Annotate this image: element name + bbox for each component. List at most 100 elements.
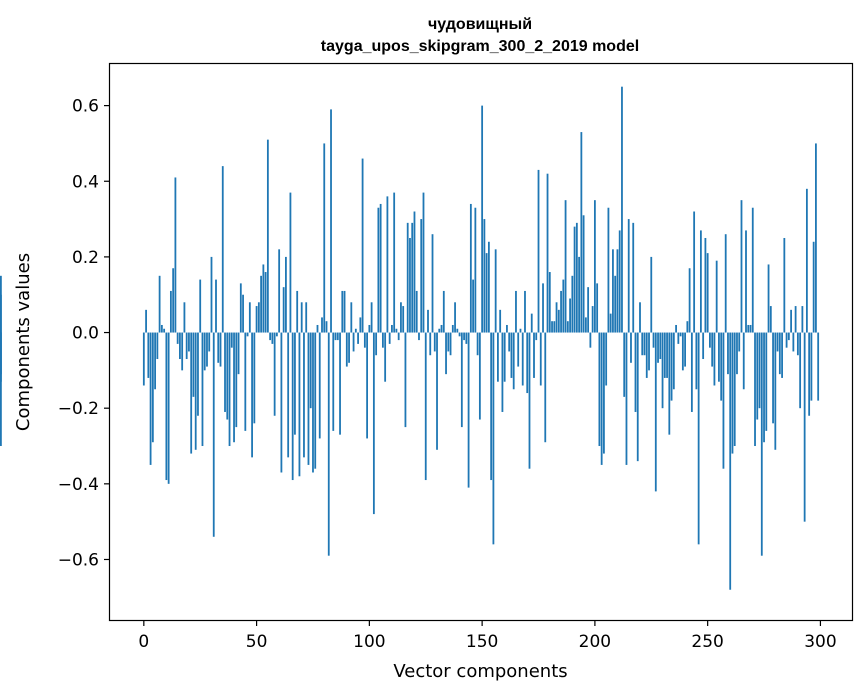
bar-203 [600,332,603,465]
bar-101 [370,302,373,333]
bar-12 [169,290,172,333]
bar-229 [659,332,662,360]
bar-146 [472,279,474,333]
bar-74 [309,332,312,409]
bar-118 [409,237,411,333]
bar-61 [280,332,283,473]
bar-63 [285,256,287,333]
bar-107 [384,332,387,382]
bar-158 [499,309,502,333]
bar-180 [548,272,551,333]
bar-50 [255,306,258,333]
bar-236 [675,324,677,333]
y-axis-ticks: −0.6 −0.4 −0.2 0.0 0.2 0.4 0.6 [58,97,110,570]
bar-43 [239,283,242,333]
bar-18 [183,302,186,333]
bar-83 [330,109,332,333]
bar-7 [158,275,161,333]
bar-163 [510,332,513,378]
bar-85 [334,332,337,341]
x-tick-label: 250 [691,632,723,652]
bar-36 [224,332,226,412]
bar-186 [562,279,565,333]
bar-154 [490,332,493,481]
bar-59 [275,332,278,337]
bar-256 [720,332,723,401]
bar-39 [230,332,233,348]
bar-82 [327,332,330,556]
bar-129 [433,332,436,352]
bar-279 [772,332,774,424]
bar-212 [621,86,623,333]
bar-150 [481,105,484,333]
bar-257 [722,332,725,469]
bar-169 [524,290,526,333]
bar-116 [404,332,407,428]
bar-133 [442,290,445,333]
bar-55 [266,139,269,333]
bar-213 [623,332,626,397]
bar-217 [632,222,635,333]
bar-189 [569,298,571,333]
bar-233 [668,332,671,435]
bar-302 [0,332,2,375]
bar-117 [406,222,409,333]
bar-215 [627,219,630,333]
bar-143 [465,332,468,344]
bar-142 [463,332,465,341]
bar-2 [147,332,150,378]
bar-202 [598,332,601,447]
bar-275 [763,332,765,443]
bar-69 [298,332,301,477]
bar-5 [154,332,156,390]
bar-51 [257,302,260,333]
bar-298 [815,143,817,333]
bar-164 [512,332,515,390]
bar-177 [542,283,544,333]
bar-283 [781,332,783,378]
bar-291 [799,332,802,409]
bar-37 [226,332,229,420]
bar-269 [749,324,752,333]
bar-208 [612,249,614,333]
bar-60 [278,249,281,333]
y-tick-label: −0.6 [58,550,99,570]
bar-121 [415,290,418,333]
bar-284 [783,237,786,333]
bar-276 [765,332,768,431]
bar-268 [747,324,750,333]
bar-235 [672,332,675,390]
bar-15 [176,332,179,344]
x-tick-label: 100 [353,632,385,652]
bar-251 [709,332,711,348]
bar-32 [215,279,217,333]
bar-254 [715,260,718,333]
bar-28 [206,332,208,367]
bar-266 [742,332,745,390]
bar-216 [630,332,632,363]
bar-120 [413,211,416,333]
bar-225 [650,256,653,333]
bar-34 [219,332,222,367]
bar-47 [248,302,251,333]
bar-9 [163,328,166,333]
bar-149 [478,332,481,420]
bar-250 [706,253,709,333]
y-tick-label: 0.2 [72,248,99,268]
bar-95 [357,332,359,344]
bar-219 [636,332,639,462]
bar-168 [521,332,524,386]
bar-108 [386,196,389,333]
bar-192 [575,222,578,333]
bar-292 [801,306,804,333]
bar-224 [648,332,650,371]
bar-182 [553,321,556,333]
bar-14 [174,177,177,333]
bar-239 [681,332,684,371]
bar-126 [427,309,429,333]
bar-294 [805,188,808,333]
bar-160 [503,332,506,382]
bar-167 [519,328,522,333]
y-tick-label: 0.6 [72,97,99,117]
bar-26 [201,332,204,447]
